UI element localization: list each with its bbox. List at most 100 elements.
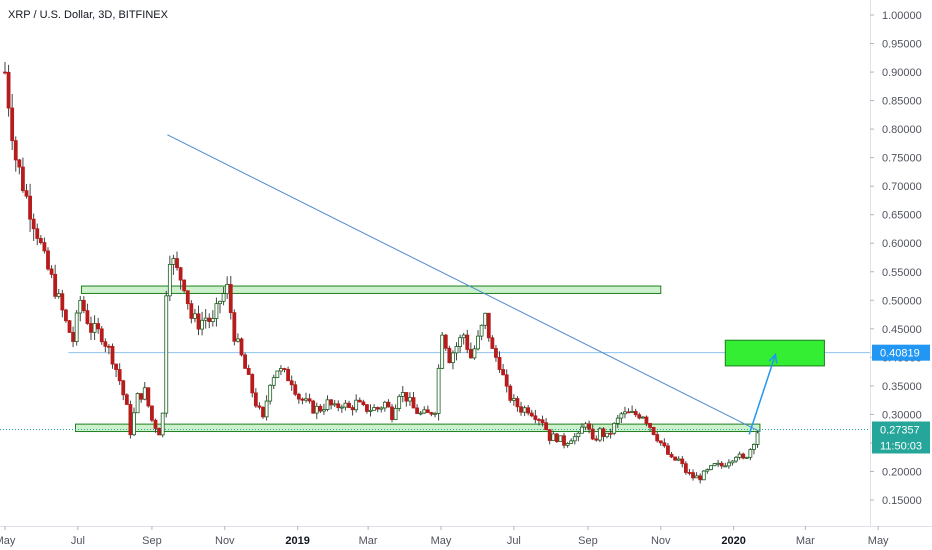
time-tick-label: 2020 [721, 535, 745, 547]
candle [698, 473, 703, 484]
candle [465, 329, 470, 354]
candle [354, 394, 359, 413]
candle-body-down [311, 400, 316, 414]
candle [107, 344, 111, 355]
candle-body-down [429, 412, 434, 415]
price-tick-label: 0.70000 [882, 181, 922, 193]
candle [393, 404, 398, 421]
target-zone[interactable] [724, 339, 825, 367]
candle [175, 251, 179, 271]
candle [81, 296, 86, 314]
candle [748, 448, 753, 461]
candle [243, 352, 247, 369]
candle [443, 333, 448, 352]
candle [71, 326, 75, 348]
candle [92, 315, 97, 341]
candle-body-up [454, 346, 459, 354]
candle-body-down [307, 398, 312, 402]
candle [580, 423, 584, 434]
candle [382, 400, 387, 412]
price-tick-label: 0.30000 [882, 409, 922, 421]
candle [565, 442, 570, 448]
candle-body-down [687, 472, 692, 474]
candle [64, 308, 68, 323]
candle-body-down [404, 392, 409, 402]
candle [67, 319, 72, 333]
candle-body-up [726, 462, 731, 467]
candle-body-up [400, 392, 405, 397]
candle-body-down [633, 411, 638, 416]
time-tick-label: Mar [359, 535, 378, 547]
candle [676, 456, 681, 462]
candle-body-up [436, 367, 441, 414]
candle-body-down [501, 369, 506, 376]
candle-body-up [565, 443, 570, 446]
candle [13, 136, 18, 172]
candle [451, 350, 455, 370]
descending-trendline[interactable] [167, 134, 761, 432]
candle-body-down [153, 419, 158, 429]
candle-body-down [465, 334, 470, 350]
candle [755, 430, 760, 448]
candle [537, 418, 541, 426]
candle [89, 316, 93, 341]
candle-body-down [547, 429, 552, 441]
candle [454, 342, 459, 361]
candle-body-down [601, 428, 606, 438]
time-tick-label: Nov [651, 535, 671, 547]
projection-arrow[interactable] [748, 354, 777, 435]
price-tick-label: 0.20000 [882, 466, 922, 478]
price-tick-label: 0.85000 [882, 96, 922, 108]
candle [433, 411, 437, 418]
candle-body-up [164, 295, 169, 414]
time-tick-label: Sep [578, 535, 598, 547]
candle [648, 422, 652, 432]
support-zone[interactable] [74, 423, 761, 433]
candle [608, 428, 613, 439]
candle-body-up [623, 411, 627, 415]
candle [522, 405, 527, 417]
candle [304, 392, 308, 403]
candle [167, 255, 172, 302]
time-axis[interactable]: May Jul Sep Nov 2019 Mar May Jul Sep Nov 2020 Mar Ma… [0, 526, 889, 547]
candle [619, 412, 624, 423]
candle-body-down [38, 238, 43, 243]
candle [275, 370, 280, 379]
price-tick-label: 0.80000 [882, 124, 922, 136]
price-tick-label: 0.60000 [882, 238, 922, 250]
candle [207, 313, 212, 329]
candle [214, 297, 219, 327]
candle-body-down [519, 406, 523, 413]
resistance-zone[interactable] [80, 285, 662, 294]
candle [651, 426, 656, 436]
candle [662, 438, 667, 448]
candle-body-down [261, 406, 265, 418]
candle [658, 440, 663, 446]
current-price-badge-bg [872, 421, 930, 438]
candle-body-down [425, 409, 430, 413]
candle [415, 404, 420, 414]
candle-countdown-badge: 11:50:03 [880, 440, 922, 452]
candle-body-down [31, 218, 36, 230]
candle-body-down [10, 107, 15, 142]
candle-body-up [730, 460, 735, 464]
candle-body-down [286, 369, 290, 382]
price-axis[interactable]: 1.00000 0.95000 0.90000 0.85000 0.80000 0.750… [870, 10, 922, 507]
candle-body-up [476, 335, 480, 350]
candle [741, 452, 746, 460]
candle-body-down [189, 303, 194, 319]
time-tick-label: Jul [507, 535, 521, 547]
candle-body-up [694, 475, 699, 479]
candle [508, 384, 513, 403]
price-tick-label: 0.15000 [882, 495, 922, 507]
candle-body-down [85, 310, 90, 324]
candle [74, 310, 79, 346]
candle [53, 264, 58, 299]
candle [734, 455, 738, 464]
candle-body-down [110, 345, 115, 365]
candle-body-down [497, 356, 502, 370]
candle-body-up [132, 412, 136, 436]
price-tick-label: 0.65000 [882, 210, 922, 222]
